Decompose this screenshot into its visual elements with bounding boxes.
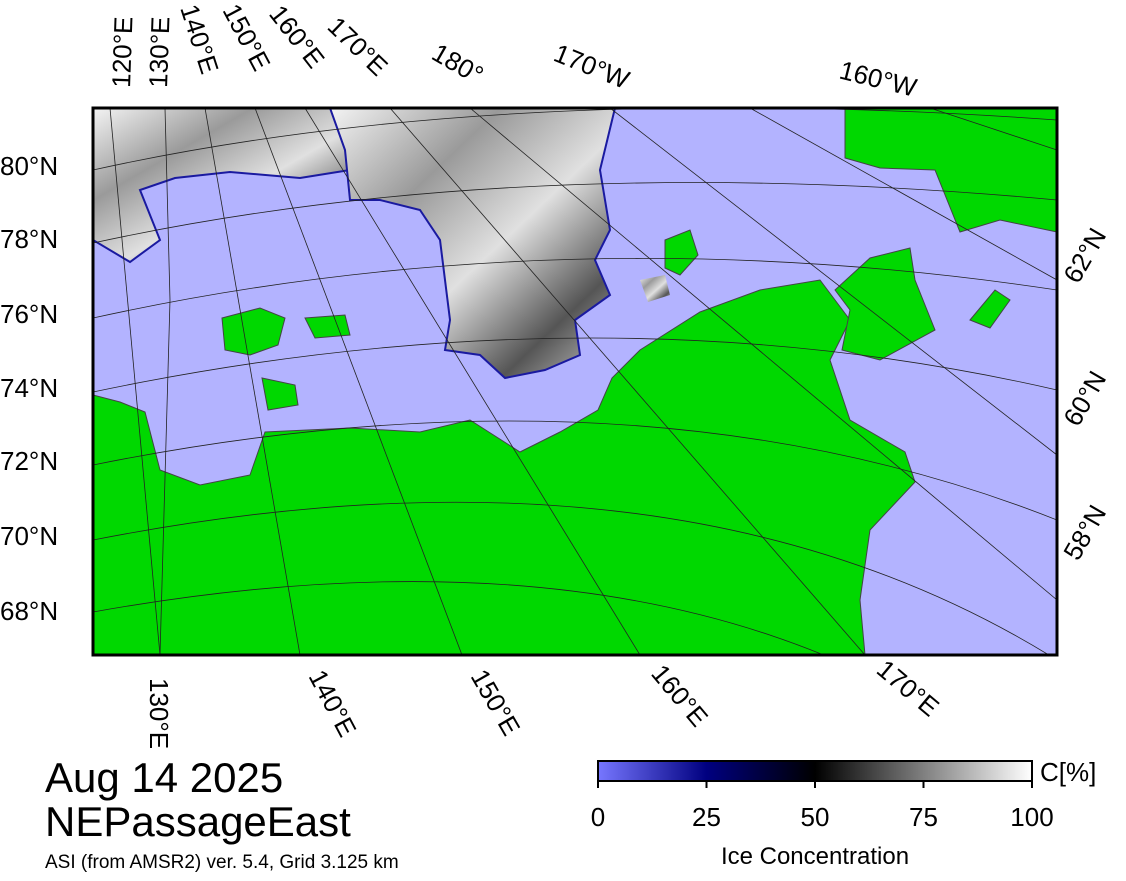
lon-label: 160°E <box>645 659 714 733</box>
lon-label: 170°E <box>322 11 394 82</box>
lon-label: 130°E <box>144 678 174 749</box>
lat-label: 62°N <box>1057 223 1112 288</box>
colorbar-tick-label: 25 <box>692 802 721 832</box>
lat-label: 58°N <box>1057 500 1112 565</box>
lat-label: 68°N <box>0 596 58 626</box>
island <box>304 314 351 339</box>
land <box>834 247 936 361</box>
colorbar-tick-label: 75 <box>909 802 938 832</box>
lat-label: 70°N <box>0 521 58 551</box>
right-labels: 62°N 60°N 58°N <box>1057 223 1112 565</box>
top-labels: 120°E 130°E 140°E 150°E 160°E 170°E 180°… <box>106 0 920 103</box>
island <box>221 307 286 356</box>
colorbar-tick-label: 100 <box>1010 802 1053 832</box>
colorbar-tick-label: 50 <box>801 802 830 832</box>
graticule <box>93 108 1057 655</box>
land <box>969 289 1011 329</box>
lat-label: 80°N <box>0 151 58 181</box>
map-frame <box>91 106 1059 657</box>
region: NEPassageEast <box>45 798 351 845</box>
lon-label: 150°E <box>217 0 277 76</box>
lat-label: 74°N <box>0 373 58 403</box>
source: ASI (from AMSR2) ver. 5.4, Grid 3.125 km <box>45 852 399 873</box>
colorbar-unit: C[%] <box>1040 757 1096 787</box>
lon-label: 180° <box>427 37 489 90</box>
lon-label: 130°E <box>143 16 175 88</box>
lat-label: 60°N <box>1057 366 1112 431</box>
left-labels: 80°N 78°N 76°N 74°N 72°N 70°N 68°N <box>0 151 58 626</box>
colorbar-ramp <box>597 760 1033 782</box>
lon-label: 160°W <box>837 55 921 103</box>
bottom-labels: 130°E 140°E 150°E 160°E 170°E <box>144 654 945 750</box>
land <box>93 279 916 655</box>
colorbar-tick-label: 0 <box>591 802 605 832</box>
colorbar-label: Ice Concentration <box>721 843 909 870</box>
lon-label: 150°E <box>465 664 527 741</box>
island <box>664 229 699 276</box>
lon-label: 120°E <box>106 16 138 88</box>
lon-label: 170°W <box>550 38 634 95</box>
ice <box>328 108 617 380</box>
lat-label: 76°N <box>0 299 58 329</box>
colorbar: C[%] Ice Concentration 0 25 50 75 100 <box>591 757 1097 870</box>
island <box>261 377 299 411</box>
date: Aug 14 2025 <box>45 754 283 801</box>
lat-label: 72°N <box>0 446 58 476</box>
lon-label: 170°E <box>871 654 945 723</box>
lat-label: 78°N <box>0 224 58 254</box>
land <box>844 108 1057 233</box>
ice <box>640 275 670 302</box>
lon-label: 140°E <box>303 665 363 742</box>
map <box>93 108 1057 655</box>
